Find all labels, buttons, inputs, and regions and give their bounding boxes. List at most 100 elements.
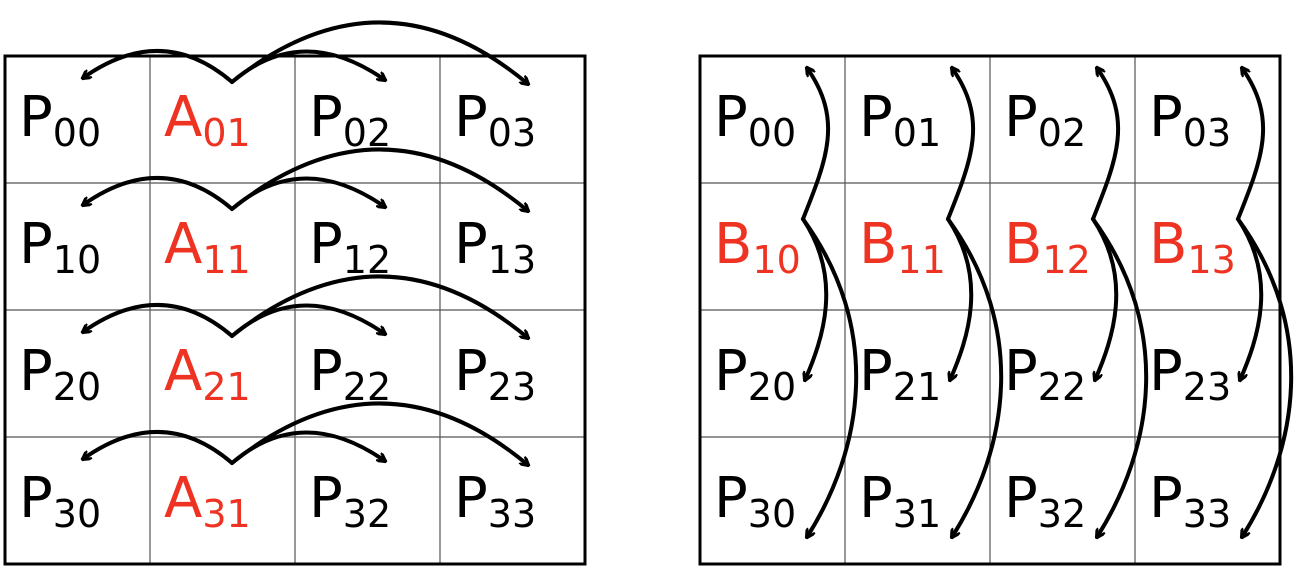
arrow-col2-to-row0 [1091,68,1121,221]
cell-label: P [19,339,53,404]
cell-subscript: 13 [488,238,536,282]
cell-subscript: 20 [748,365,796,409]
arrow-col2-to-row2 [1091,217,1119,380]
left_grid-cell-3-3: P33 [454,466,536,536]
cell-label: P [1004,339,1038,404]
left_grid-cell-1-1: A11 [164,212,251,282]
right_grid-cell-2-2: P22 [1004,339,1086,409]
cell-label: P [1004,85,1038,150]
left_grid-cell-3-2: P32 [309,466,391,536]
cell-label: P [19,212,53,277]
left_grid-cell-2-0: P20 [19,339,101,409]
right_grid-cell-0-2: P02 [1004,85,1086,155]
cell-subscript: 32 [343,492,391,536]
right_grid-cell-3-3: P33 [1149,466,1231,536]
cell-label: P [714,466,748,531]
cell-label: P [309,339,343,404]
cell-label: P [1149,466,1183,531]
cell-subscript: 00 [748,111,796,155]
arrow-col2-to-row3 [1091,217,1149,537]
left_grid-cell-0-2: P02 [309,85,391,155]
right_grid-cell-1-3: B13 [1149,212,1236,282]
right_grid-cell-3-1: P31 [859,466,941,536]
right_grid-cell-0-1: P01 [859,85,941,155]
arrow-row3-to-col0 [83,430,234,465]
left_grid-border [3,54,587,566]
left_grid-cell-0-0: P00 [19,85,101,155]
cell-subscript: 00 [53,111,101,155]
cell-subscript: 20 [53,365,101,409]
arrow-row0-to-col0 [83,49,234,84]
cell-label: P [1004,466,1038,531]
left_grid-cell-2-3: P23 [454,339,536,409]
left_grid-cell-1-2: P12 [309,212,391,282]
cell-subscript: 03 [488,111,536,155]
right_grid-cell-2-3: P23 [1149,339,1231,409]
cell-label: P [454,212,488,277]
cell-label: B [859,212,897,277]
cell-label: P [714,339,748,404]
cell-subscript: 21 [202,365,250,409]
cell-label: P [309,466,343,531]
arrow-col3-to-row3 [1236,217,1294,537]
cell-subscript: 01 [893,111,941,155]
cell-label: P [454,339,488,404]
cell-label: P [714,85,748,150]
arrow-col3-to-row2 [1236,217,1264,380]
arrow-col1-to-row3 [946,217,1004,537]
right_grid-cell-1-0: B10 [714,212,801,282]
cell-subscript: 13 [1187,238,1235,282]
arrow-col0-to-row2 [801,217,829,380]
cell-subscript: 22 [1038,365,1086,409]
arrow-col3-to-row0 [1236,68,1266,221]
right_grid-border [698,54,1282,566]
cell-label: P [19,85,53,150]
cell-label: P [309,85,343,150]
cell-label: P [859,85,893,150]
right_grid-cell-0-0: P00 [714,85,796,155]
arrow-col1-to-row0 [946,68,976,221]
left-row-broadcast-arrows [83,20,528,465]
left_grid-cell-1-3: P13 [454,212,536,282]
cell-subscript: 30 [53,492,101,536]
arrow-col0-to-row3 [801,217,859,537]
cell-label: P [859,466,893,531]
arrow-row3-to-col3 [230,401,528,465]
cell-label: P [1149,339,1183,404]
cell-subscript: 03 [1183,111,1231,155]
cell-subscript: 23 [1183,365,1231,409]
left_grid-cell-2-2: P22 [309,339,391,409]
cell-subscript: 10 [752,238,800,282]
cell-subscript: 01 [202,111,250,155]
cell-label: P [859,339,893,404]
left_grid-cell-3-0: P30 [19,466,101,536]
right_grid-cell-2-0: P20 [714,339,796,409]
left_grid-cell-1-0: P10 [19,212,101,282]
cell-subscript: 12 [1042,238,1090,282]
right_grid-cell-3-0: P30 [714,466,796,536]
right_grid-cell-1-1: B11 [859,212,946,282]
cell-subscript: 11 [202,238,250,282]
cell-subscript: 31 [202,492,250,536]
cell-label: P [454,85,488,150]
cell-label: A [164,212,202,277]
left_grid-cell-2-1: A21 [164,339,251,409]
cell-label: P [309,212,343,277]
arrow-row2-to-col0 [83,303,234,338]
cell-label: A [164,339,202,404]
cell-subscript: 30 [748,492,796,536]
cell-subscript: 32 [1038,492,1086,536]
cell-subscript: 10 [53,238,101,282]
arrow-row1-to-col3 [230,147,528,211]
cell-label: A [164,85,202,150]
left_grid-cell-0-1: A01 [164,85,251,155]
arrow-col1-to-row2 [946,217,974,380]
cell-subscript: 33 [488,492,536,536]
arrow-row0-to-col3 [230,20,528,84]
left_grid-cell-0-3: P03 [454,85,536,155]
cell-subscript: 31 [893,492,941,536]
right_grid-cell-3-2: P32 [1004,466,1086,536]
